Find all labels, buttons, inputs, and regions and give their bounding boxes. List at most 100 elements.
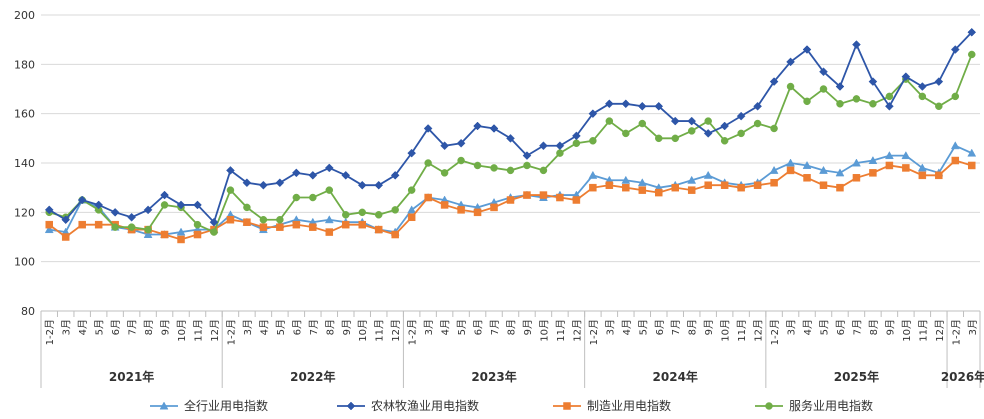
data-point xyxy=(143,230,153,238)
data-point xyxy=(670,116,680,126)
data-point xyxy=(572,139,581,148)
x-tick-label: 7月 xyxy=(308,319,320,335)
x-tick-label: 6月 xyxy=(654,319,666,335)
x-tick-label: 8月 xyxy=(868,319,880,335)
x-tick-label: 1-2月 xyxy=(407,319,419,345)
x-tick-label: 11月 xyxy=(917,319,929,342)
data-point xyxy=(160,190,169,200)
data-point xyxy=(506,166,515,175)
x-tick-label: 3月 xyxy=(604,319,616,335)
x-tick-label: 10月 xyxy=(176,319,188,342)
data-point xyxy=(786,57,795,67)
data-point xyxy=(424,159,432,167)
data-point xyxy=(621,99,631,109)
x-tick-label: 4月 xyxy=(258,319,270,335)
x-tick-label: 4月 xyxy=(802,319,814,335)
legend-item: 服务业用电指数 xyxy=(755,398,873,413)
data-point xyxy=(94,220,103,229)
data-point xyxy=(193,200,202,210)
x-tick-label: 11月 xyxy=(736,319,748,342)
legend-label: 制造业用电指数 xyxy=(587,398,671,413)
data-point xyxy=(572,196,581,204)
x-tick-label: 6月 xyxy=(473,319,485,335)
data-point xyxy=(786,166,795,175)
data-point xyxy=(144,225,152,234)
y-tick-label: 100 xyxy=(14,256,35,269)
data-point xyxy=(753,181,762,189)
legend-label: 农林牧渔业用电指数 xyxy=(371,398,479,413)
data-point xyxy=(720,121,730,131)
x-tick-label: 12月 xyxy=(390,319,402,342)
data-point xyxy=(917,163,927,172)
data-point xyxy=(572,131,581,141)
data-point xyxy=(589,183,597,192)
series-1 xyxy=(44,27,977,227)
data-point xyxy=(770,178,778,187)
data-point xyxy=(951,156,960,165)
data-point xyxy=(901,72,911,82)
series-group xyxy=(44,27,977,244)
data-point xyxy=(704,117,712,125)
data-point xyxy=(391,206,399,214)
data-point xyxy=(45,220,53,229)
data-point xyxy=(836,100,844,108)
x-tick-label: 3月 xyxy=(786,319,798,335)
x-tick-label: 12月 xyxy=(753,319,765,342)
data-point xyxy=(209,217,219,227)
data-point xyxy=(967,148,977,157)
data-point xyxy=(276,223,284,231)
data-point xyxy=(177,235,185,244)
data-point xyxy=(456,138,466,148)
data-point xyxy=(407,148,417,158)
x-tick-label: 6月 xyxy=(110,319,122,335)
year-label: 2022年 xyxy=(290,369,335,384)
data-point xyxy=(424,193,432,202)
data-point xyxy=(259,215,268,224)
y-tick-label: 200 xyxy=(14,9,35,22)
data-point xyxy=(358,220,366,229)
data-point xyxy=(292,220,301,229)
data-point xyxy=(407,186,416,194)
data-point xyxy=(786,82,795,91)
x-tick-label: 12月 xyxy=(209,319,221,342)
data-point xyxy=(473,161,482,170)
legend-item: 农林牧渔业用电指数 xyxy=(337,398,479,413)
legend-item: 制造业用电指数 xyxy=(553,398,671,413)
data-point xyxy=(671,183,679,192)
data-point xyxy=(291,168,301,178)
data-point xyxy=(44,205,54,215)
data-point xyxy=(935,171,943,180)
data-point xyxy=(556,149,564,157)
y-tick-label: 160 xyxy=(14,108,35,121)
series-0 xyxy=(44,141,977,238)
x-tick-label: 8月 xyxy=(324,319,336,335)
data-point xyxy=(523,191,531,199)
data-point xyxy=(917,82,927,91)
data-point xyxy=(819,67,828,77)
data-point xyxy=(835,82,845,91)
data-point xyxy=(819,181,828,189)
x-tick-label: 4月 xyxy=(621,319,633,335)
data-point xyxy=(720,137,729,145)
x-tick-label: 5月 xyxy=(94,319,106,335)
data-point xyxy=(127,223,136,231)
data-point xyxy=(852,95,861,103)
data-point xyxy=(968,161,976,170)
x-tick-label: 4月 xyxy=(77,319,89,335)
data-point xyxy=(489,124,499,133)
data-point xyxy=(720,181,729,189)
x-tick-label: 5月 xyxy=(819,319,831,335)
x-tick-label: 10月 xyxy=(901,319,913,342)
data-point xyxy=(522,151,532,160)
data-point xyxy=(226,166,235,175)
x-tick-label: 1-2月 xyxy=(44,319,56,345)
x-tick-label: 8月 xyxy=(506,319,518,335)
data-point xyxy=(358,208,366,217)
data-point xyxy=(440,169,449,177)
data-point xyxy=(968,50,976,59)
data-point xyxy=(786,158,795,167)
y-tick-label: 80 xyxy=(21,305,35,318)
data-point xyxy=(127,212,136,222)
data-point xyxy=(61,233,70,241)
data-point xyxy=(210,228,218,236)
